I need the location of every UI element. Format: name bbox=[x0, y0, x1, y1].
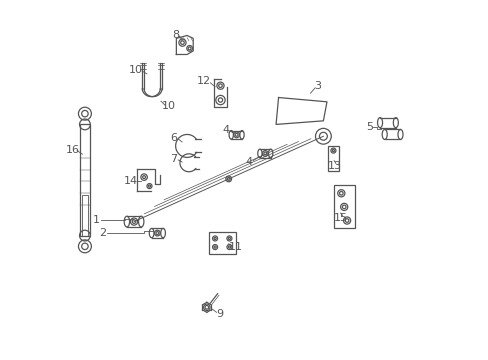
Text: 8: 8 bbox=[172, 30, 179, 40]
Text: 4: 4 bbox=[245, 157, 252, 167]
Text: 3: 3 bbox=[314, 81, 321, 91]
Text: 5: 5 bbox=[365, 122, 372, 132]
Text: 11: 11 bbox=[228, 242, 242, 252]
Text: 1: 1 bbox=[93, 215, 100, 225]
Text: 10: 10 bbox=[162, 102, 176, 112]
Text: 16: 16 bbox=[66, 144, 80, 154]
Text: 7: 7 bbox=[170, 154, 177, 164]
Text: 12: 12 bbox=[197, 76, 211, 86]
Bar bbox=[80, 125, 90, 235]
Bar bbox=[81, 195, 88, 235]
Text: 10: 10 bbox=[129, 64, 143, 75]
Text: 4: 4 bbox=[222, 125, 229, 135]
Text: 2: 2 bbox=[99, 228, 106, 238]
Text: 14: 14 bbox=[123, 176, 138, 186]
Bar bbox=[208, 232, 235, 253]
Text: 15: 15 bbox=[333, 213, 347, 222]
Text: 9: 9 bbox=[216, 309, 223, 319]
Bar bbox=[327, 146, 339, 171]
Text: 13: 13 bbox=[327, 161, 341, 171]
Bar bbox=[333, 185, 354, 228]
Text: 6: 6 bbox=[170, 133, 177, 143]
